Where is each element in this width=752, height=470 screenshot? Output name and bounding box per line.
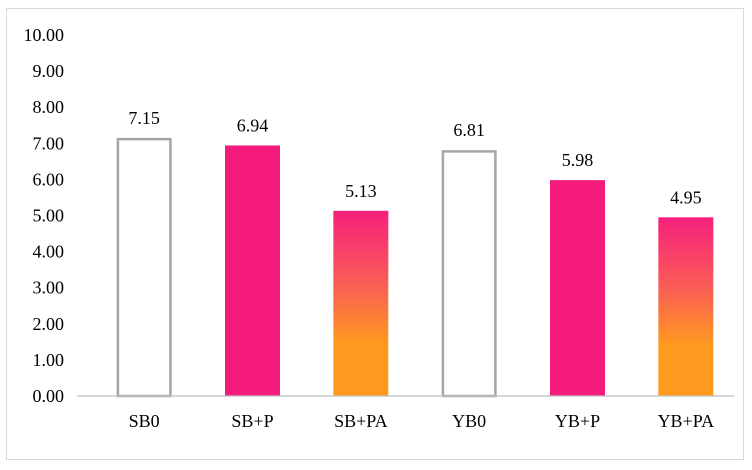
y-tick-label: 0.00 [33, 386, 65, 406]
x-tick-label: SB+P [231, 411, 273, 431]
x-tick-label: YB+PA [658, 411, 715, 431]
data-label: 5.13 [345, 181, 377, 201]
x-tick-label: SB+PA [334, 411, 388, 431]
bar-sb-plus-p [225, 145, 280, 396]
y-tick-label: 7.00 [33, 133, 65, 153]
bars [116, 137, 714, 398]
data-labels: 7.15 6.94 5.13 6.81 5.98 4.95 [128, 108, 701, 207]
bar-sb0 [116, 137, 172, 398]
bar-sb-plus-pa [333, 210, 389, 396]
y-tick-label: 3.00 [33, 278, 65, 298]
y-tick-label: 1.00 [33, 350, 65, 370]
data-label: 4.95 [670, 187, 702, 207]
x-tick-label: YB0 [452, 411, 486, 431]
x-axis-tick-labels: SB0 SB+P SB+PA YB0 YB+P YB+PA [129, 411, 714, 431]
y-tick-label: 6.00 [33, 169, 65, 189]
data-label: 6.81 [453, 120, 485, 140]
bar-yb-plus-pa [658, 217, 714, 396]
data-label: 7.15 [128, 108, 160, 128]
y-axis-tick-labels: 0.00 1.00 2.00 3.00 4.00 5.00 6.00 7.00 8.00 9.00… [24, 25, 65, 406]
y-tick-label: 8.00 [33, 97, 65, 117]
y-tick-label: 5.00 [33, 206, 65, 226]
bar-yb-plus-p [550, 180, 605, 396]
y-tick-label: 9.00 [33, 61, 65, 81]
y-tick-label: 2.00 [33, 314, 65, 334]
y-tick-label: 4.00 [33, 242, 65, 262]
data-label: 5.98 [562, 150, 594, 170]
y-tick-label: 10.00 [24, 25, 65, 45]
x-tick-label: YB+P [555, 411, 600, 431]
data-label: 6.94 [237, 115, 269, 135]
x-tick-label: SB0 [129, 411, 160, 431]
bar-yb0 [441, 150, 497, 398]
